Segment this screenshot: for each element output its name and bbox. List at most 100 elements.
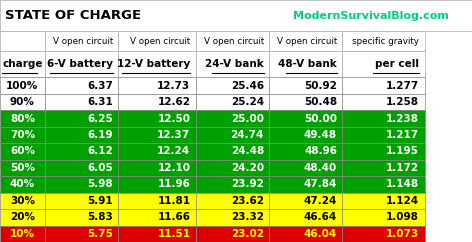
Text: 6.37: 6.37: [87, 81, 113, 91]
FancyBboxPatch shape: [269, 127, 342, 143]
FancyBboxPatch shape: [269, 176, 342, 193]
FancyBboxPatch shape: [0, 209, 45, 226]
FancyBboxPatch shape: [269, 51, 342, 77]
FancyBboxPatch shape: [342, 94, 425, 110]
Text: 6-V battery: 6-V battery: [47, 59, 113, 69]
Text: 23.62: 23.62: [231, 196, 264, 206]
Text: 1.277: 1.277: [386, 81, 419, 91]
FancyBboxPatch shape: [0, 193, 45, 209]
Text: 80%: 80%: [10, 113, 35, 124]
Text: 12.10: 12.10: [158, 163, 190, 173]
Text: 24.74: 24.74: [230, 130, 264, 140]
FancyBboxPatch shape: [45, 31, 118, 51]
FancyBboxPatch shape: [118, 176, 196, 193]
Text: V open circuit: V open circuit: [204, 37, 264, 46]
FancyBboxPatch shape: [342, 209, 425, 226]
Text: 12-V battery: 12-V battery: [117, 59, 190, 69]
FancyBboxPatch shape: [269, 226, 342, 242]
FancyBboxPatch shape: [45, 209, 118, 226]
FancyBboxPatch shape: [118, 51, 196, 77]
FancyBboxPatch shape: [269, 193, 342, 209]
FancyBboxPatch shape: [45, 160, 118, 176]
Text: 12.62: 12.62: [158, 97, 190, 107]
FancyBboxPatch shape: [196, 143, 269, 160]
FancyBboxPatch shape: [196, 226, 269, 242]
Text: 49.48: 49.48: [304, 130, 337, 140]
FancyBboxPatch shape: [45, 110, 118, 127]
FancyBboxPatch shape: [342, 226, 425, 242]
FancyBboxPatch shape: [118, 193, 196, 209]
Text: 48.96: 48.96: [304, 146, 337, 157]
Text: 5.98: 5.98: [87, 179, 113, 189]
FancyBboxPatch shape: [0, 51, 45, 77]
FancyBboxPatch shape: [0, 226, 45, 242]
FancyBboxPatch shape: [269, 110, 342, 127]
Text: 1.172: 1.172: [386, 163, 419, 173]
Text: 23.92: 23.92: [231, 179, 264, 189]
FancyBboxPatch shape: [118, 143, 196, 160]
FancyBboxPatch shape: [342, 31, 425, 51]
Text: 30%: 30%: [10, 196, 35, 206]
Text: 12.73: 12.73: [157, 81, 190, 91]
FancyBboxPatch shape: [196, 127, 269, 143]
FancyBboxPatch shape: [0, 77, 45, 94]
FancyBboxPatch shape: [45, 226, 118, 242]
FancyBboxPatch shape: [118, 226, 196, 242]
FancyBboxPatch shape: [196, 193, 269, 209]
FancyBboxPatch shape: [196, 209, 269, 226]
Text: charge: charge: [2, 59, 43, 69]
FancyBboxPatch shape: [118, 110, 196, 127]
Text: 11.81: 11.81: [158, 196, 190, 206]
FancyBboxPatch shape: [196, 176, 269, 193]
FancyBboxPatch shape: [342, 143, 425, 160]
Text: 6.12: 6.12: [87, 146, 113, 157]
FancyBboxPatch shape: [118, 31, 196, 51]
Text: 1.217: 1.217: [386, 130, 419, 140]
Text: 11.51: 11.51: [158, 229, 190, 239]
FancyBboxPatch shape: [342, 51, 425, 77]
FancyBboxPatch shape: [45, 143, 118, 160]
FancyBboxPatch shape: [342, 110, 425, 127]
FancyBboxPatch shape: [118, 77, 196, 94]
Text: 1.195: 1.195: [386, 146, 419, 157]
FancyBboxPatch shape: [118, 160, 196, 176]
Text: V open circuit: V open circuit: [53, 37, 113, 46]
FancyBboxPatch shape: [196, 160, 269, 176]
Text: 6.05: 6.05: [87, 163, 113, 173]
Text: 1.124: 1.124: [386, 196, 419, 206]
FancyBboxPatch shape: [196, 31, 269, 51]
Text: STATE OF CHARGE: STATE OF CHARGE: [5, 9, 141, 22]
Text: 11.96: 11.96: [158, 179, 190, 189]
Text: 6.19: 6.19: [87, 130, 113, 140]
Text: 20%: 20%: [10, 212, 35, 222]
Text: ModernSurvivalBlog.com: ModernSurvivalBlog.com: [293, 11, 448, 21]
Text: 46.64: 46.64: [304, 212, 337, 222]
FancyBboxPatch shape: [45, 176, 118, 193]
FancyBboxPatch shape: [0, 143, 45, 160]
FancyBboxPatch shape: [196, 77, 269, 94]
Text: 5.91: 5.91: [87, 196, 113, 206]
FancyBboxPatch shape: [342, 176, 425, 193]
FancyBboxPatch shape: [269, 143, 342, 160]
Text: 11.66: 11.66: [158, 212, 190, 222]
FancyBboxPatch shape: [269, 209, 342, 226]
FancyBboxPatch shape: [342, 193, 425, 209]
FancyBboxPatch shape: [0, 127, 45, 143]
Text: 12.50: 12.50: [158, 113, 190, 124]
FancyBboxPatch shape: [0, 176, 45, 193]
Text: 23.32: 23.32: [231, 212, 264, 222]
Text: 1.098: 1.098: [386, 212, 419, 222]
Text: 24.20: 24.20: [231, 163, 264, 173]
Text: 50.00: 50.00: [304, 113, 337, 124]
Text: 6.31: 6.31: [87, 97, 113, 107]
Text: 12.37: 12.37: [157, 130, 190, 140]
Text: 48-V bank: 48-V bank: [278, 59, 337, 69]
FancyBboxPatch shape: [118, 209, 196, 226]
Text: 40%: 40%: [10, 179, 35, 189]
FancyBboxPatch shape: [45, 77, 118, 94]
FancyBboxPatch shape: [0, 31, 45, 51]
FancyBboxPatch shape: [45, 193, 118, 209]
FancyBboxPatch shape: [269, 77, 342, 94]
Text: 1.258: 1.258: [386, 97, 419, 107]
FancyBboxPatch shape: [196, 94, 269, 110]
